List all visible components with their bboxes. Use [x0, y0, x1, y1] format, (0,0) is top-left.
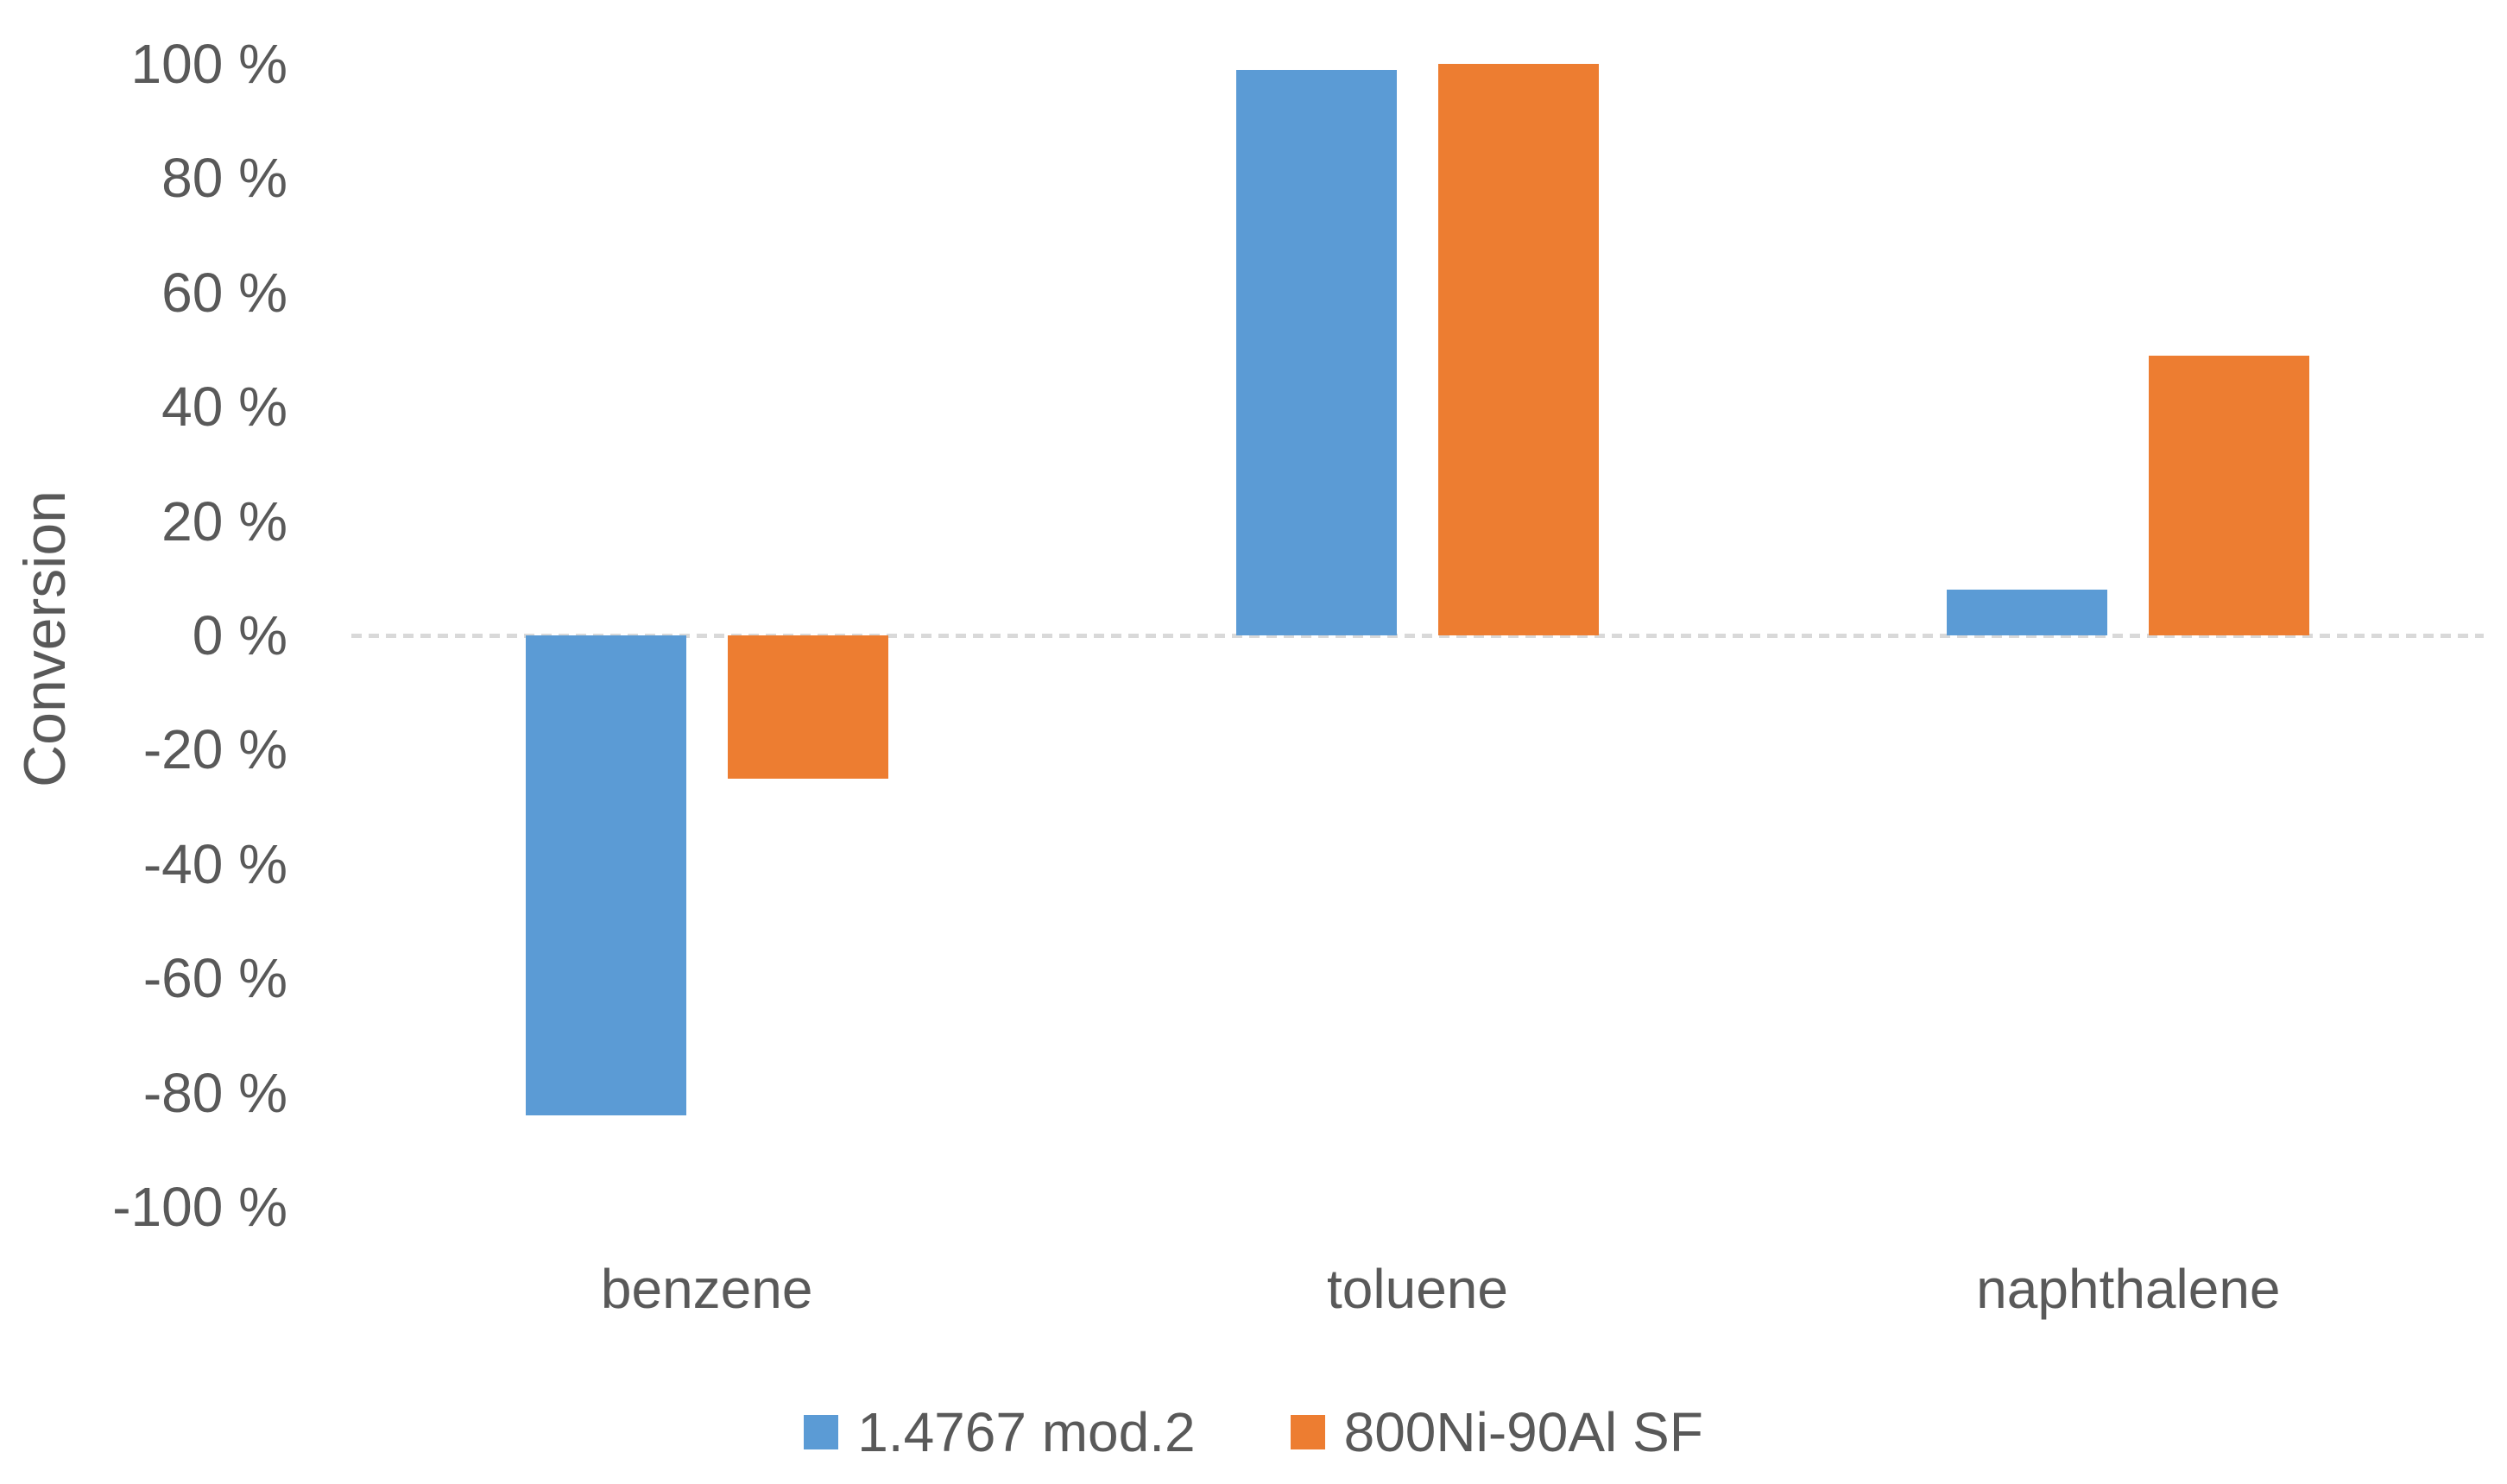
- bar-toluene-series-2: [1438, 64, 1599, 635]
- legend-label: 1.4767 mod.2: [857, 1401, 1196, 1463]
- bar-benzene-series-2: [727, 635, 888, 779]
- legend-swatch-icon: [1290, 1415, 1325, 1449]
- y-tick-label: 40 %: [161, 376, 287, 439]
- y-tick-label: -20 %: [142, 718, 287, 781]
- y-tick-label: 80 %: [161, 147, 287, 210]
- bar-benzene-series-1: [525, 635, 686, 1116]
- legend-swatch-icon: [804, 1415, 839, 1449]
- category-label-toluene: toluene: [1327, 1258, 1508, 1320]
- zero-gridline: [351, 634, 2484, 638]
- y-tick-label: -60 %: [142, 947, 287, 1010]
- y-tick-label: -100 %: [112, 1176, 287, 1238]
- bar-toluene-series-1: [1236, 69, 1397, 635]
- y-tick-label: -40 %: [142, 832, 287, 895]
- y-tick-label: 20 %: [161, 489, 287, 553]
- category-label-benzene: benzene: [600, 1258, 813, 1320]
- legend: 1.4767 mod.2 800Ni-90Al SF: [0, 1400, 2507, 1464]
- y-tick-label: 100 %: [130, 33, 287, 95]
- legend-item-series-2: 800Ni-90Al SF: [1290, 1400, 1703, 1464]
- bar-naphthalene-series-2: [2149, 355, 2310, 635]
- y-tick-label: -80 %: [142, 1061, 287, 1124]
- category-label-naphthalene: naphthalene: [1976, 1258, 2281, 1320]
- bar-naphthalene-series-1: [1947, 590, 2108, 635]
- legend-label: 800Ni-90Al SF: [1343, 1401, 1703, 1463]
- y-tick-label: 0 %: [192, 604, 287, 666]
- legend-item-series-1: 1.4767 mod.2: [804, 1400, 1196, 1464]
- y-tick-label: 60 %: [161, 261, 287, 324]
